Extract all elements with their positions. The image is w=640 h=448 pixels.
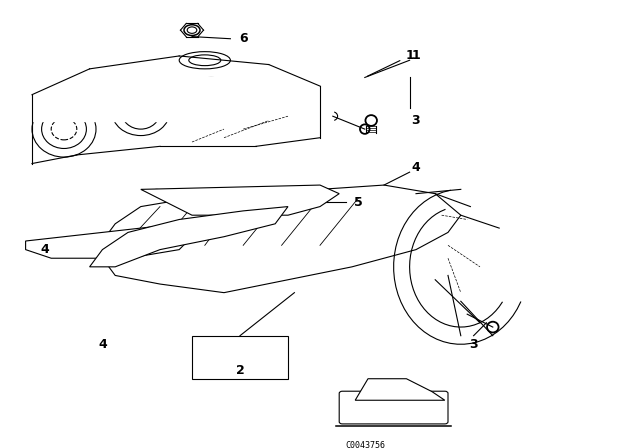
Text: 3: 3 [469, 338, 478, 351]
Ellipse shape [180, 195, 204, 207]
Text: 2: 2 [236, 364, 244, 377]
Ellipse shape [282, 82, 320, 116]
Ellipse shape [184, 25, 200, 35]
Ellipse shape [45, 242, 70, 254]
Text: C0043756: C0043756 [346, 441, 385, 448]
Polygon shape [32, 78, 333, 121]
Bar [192, 336, 288, 379]
Text: 5: 5 [354, 196, 363, 209]
Ellipse shape [291, 195, 310, 205]
Polygon shape [96, 185, 461, 293]
Ellipse shape [487, 322, 499, 332]
Text: 1: 1 [412, 49, 420, 62]
Text: 4: 4 [98, 338, 107, 351]
Ellipse shape [232, 192, 255, 204]
Ellipse shape [149, 233, 172, 244]
Ellipse shape [112, 88, 170, 136]
Text: 1: 1 [367, 49, 414, 76]
Text: 3: 3 [412, 114, 420, 127]
Text: 4: 4 [40, 243, 49, 256]
Ellipse shape [328, 112, 338, 121]
Ellipse shape [372, 398, 388, 407]
Ellipse shape [179, 52, 230, 69]
Ellipse shape [96, 237, 122, 250]
FancyBboxPatch shape [339, 391, 448, 424]
Ellipse shape [182, 78, 240, 121]
Polygon shape [90, 207, 288, 267]
Polygon shape [141, 185, 339, 215]
Text: 4: 4 [412, 161, 420, 174]
Ellipse shape [32, 101, 96, 157]
Text: 6: 6 [239, 32, 248, 45]
Polygon shape [26, 224, 192, 258]
Polygon shape [355, 379, 445, 400]
